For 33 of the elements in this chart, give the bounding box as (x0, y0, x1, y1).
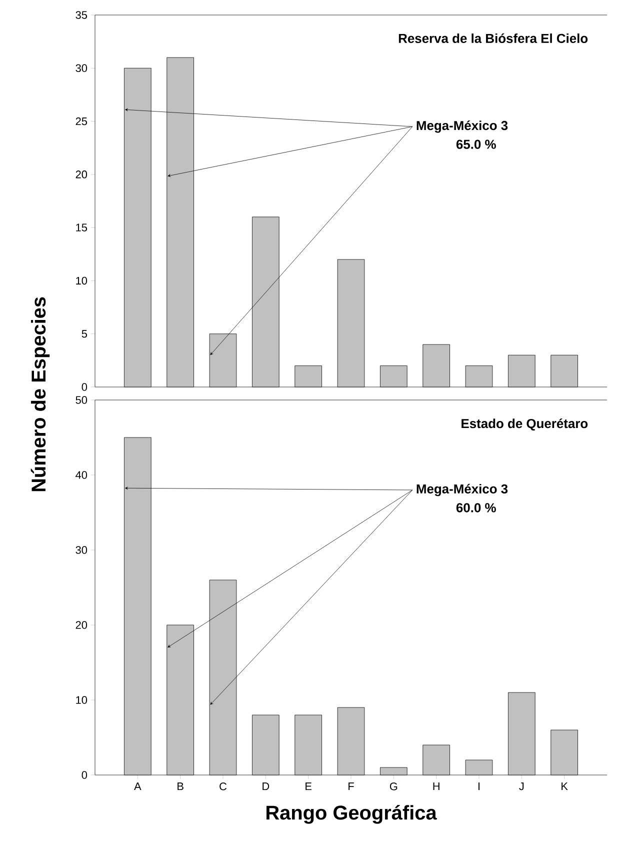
annotation: 60.0 % (456, 503, 496, 512)
y-tick-label: 35 (76, 11, 88, 19)
x-tick-label: A (134, 782, 142, 790)
y-tick-label: 40 (76, 471, 88, 479)
x-tick-label: I (478, 782, 480, 790)
y-tick-label: 25 (76, 117, 88, 126)
y-tick-label: 30 (76, 546, 88, 554)
y-tick-label: 0 (82, 771, 88, 779)
x-tick-label: K (562, 782, 568, 790)
annotation: Reserva de la Biósfera El Cielo (398, 33, 588, 44)
x-tick-label: H (433, 782, 440, 790)
annotation: Mega-México 3 (416, 484, 508, 496)
x-tick-label: C (220, 782, 227, 790)
annotation: Mega-México 3 (416, 120, 508, 133)
x-tick-label: G (390, 782, 398, 790)
annotation: 65.0 % (456, 140, 496, 149)
y-tick-label: 5 (82, 330, 88, 338)
y-tick-label: 10 (76, 696, 88, 704)
x-tick-label: D (262, 782, 270, 790)
y-tick-label: 10 (76, 276, 88, 285)
x-tick-label: B (178, 782, 184, 790)
y-tick-label: 30 (76, 64, 88, 72)
y-tick-label: 20 (76, 170, 88, 178)
y-tick-label: 0 (82, 383, 88, 391)
x-tick-label: F (348, 782, 354, 790)
y-axis-title: Número de Especies (30, 297, 50, 492)
x-axis-title: Rango Geográfica (266, 804, 437, 824)
y-tick-label: 50 (76, 396, 88, 404)
x-tick-label: J (519, 782, 524, 790)
y-tick-label: 20 (76, 621, 88, 629)
x-tick-label: E (306, 782, 312, 790)
annotation: Estado de Querétaro (462, 418, 588, 431)
y-tick-label: 15 (76, 224, 88, 232)
